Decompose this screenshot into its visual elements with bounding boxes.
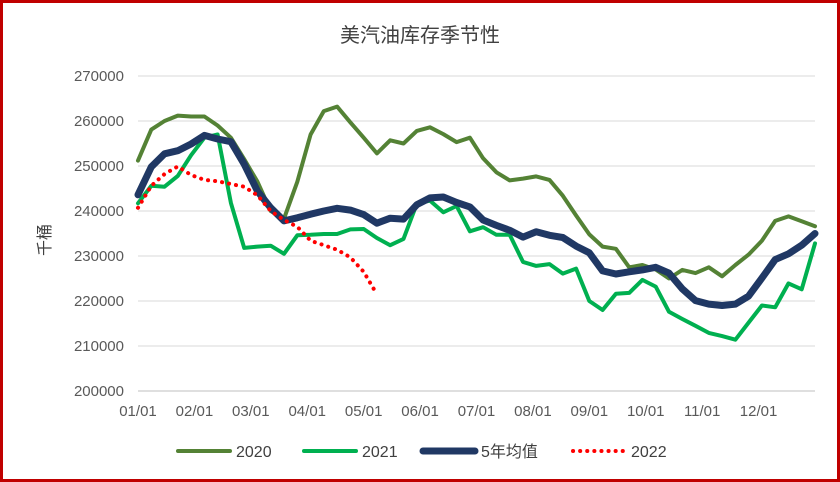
series-line-2022 <box>136 164 379 297</box>
x-ticks: 01/01 02/01 03/01 04/01 05/01 06/01 07/01 08/01… <box>119 403 777 420</box>
x-tick-label: 09/01 <box>571 403 609 420</box>
legend-label: 2020 <box>236 444 272 461</box>
legend-label: 5年均值 <box>481 443 538 461</box>
x-tick-label: 02/01 <box>176 403 214 420</box>
y-tick-label: 230000 <box>74 248 124 265</box>
x-tick-label: 06/01 <box>401 403 439 420</box>
series-lines <box>134 104 819 342</box>
y-tick-label: 270000 <box>74 68 124 85</box>
y-tick-label: 210000 <box>74 338 124 355</box>
y-tick-label: 220000 <box>74 293 124 310</box>
grid <box>138 75 815 392</box>
x-tick-label: 04/01 <box>288 403 326 420</box>
chart-title: 美汽油库存季节性 <box>340 23 500 47</box>
x-tick-label: 05/01 <box>345 403 383 420</box>
y-tick-label: 250000 <box>74 158 124 175</box>
legend: 2020 2021 5年均值 2022 <box>176 443 667 461</box>
y-ticks: 200000 210000 220000 230000 240000 250000 2600… <box>74 68 124 400</box>
legend-label: 2021 <box>362 444 398 461</box>
y-tick-label: 200000 <box>74 383 124 400</box>
x-tick-label: 03/01 <box>232 403 270 420</box>
legend-label: 2022 <box>631 444 667 461</box>
x-tick-label: 08/01 <box>514 403 552 420</box>
series-line-5年均值 <box>134 131 819 309</box>
y-tick-label: 260000 <box>74 113 124 130</box>
y-tick-label: 240000 <box>74 203 124 220</box>
x-tick-label: 12/01 <box>740 403 778 420</box>
series-line-2021 <box>136 132 817 342</box>
x-tick-label: 07/01 <box>458 403 496 420</box>
x-tick-label: 01/01 <box>119 403 157 420</box>
y-axis-label: 千桶 <box>35 224 54 256</box>
x-tick-label: 10/01 <box>627 403 665 420</box>
series-line-2020 <box>136 104 817 281</box>
x-tick-label: 11/01 <box>684 403 720 420</box>
